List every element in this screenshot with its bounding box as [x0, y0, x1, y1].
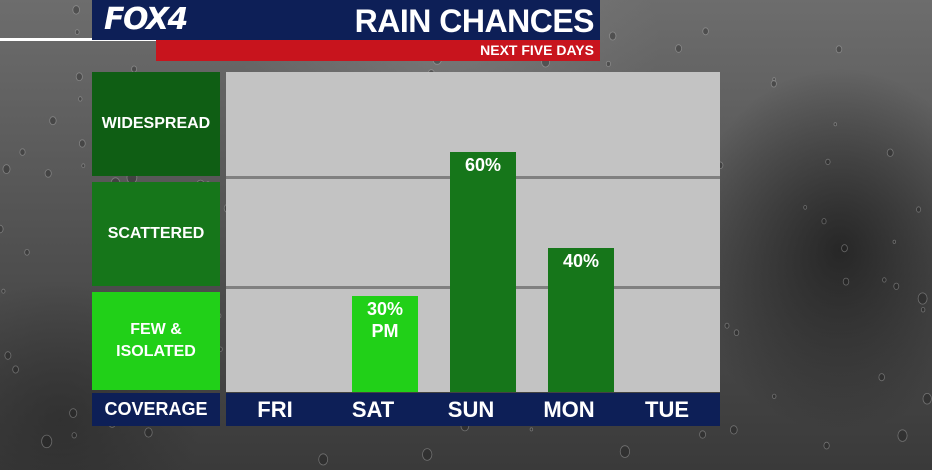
chart-plot-area: 30% PM 60% 40% [226, 72, 720, 392]
coverage-label: SCATTERED [107, 225, 205, 242]
x-tick-fri: FRI [257, 397, 293, 422]
subtitle: NEXT FIVE DAYS [480, 42, 594, 58]
coverage-footer: COVERAGE [92, 393, 220, 426]
header-accent-line [0, 38, 160, 41]
data-label-sat: 30% PM [366, 299, 404, 341]
x-tick-sun: SUN [447, 397, 495, 422]
x-axis-bar: FRI SAT SUN MON TUE [226, 393, 720, 426]
bar-sun [450, 152, 516, 392]
coverage-label: FEW & ISOLATED [116, 321, 196, 360]
bar-sat [352, 296, 418, 392]
coverage-level-few-isolated: FEW & ISOLATED [92, 292, 220, 390]
coverage-level-widespread: WIDESPREAD [92, 72, 220, 176]
station-logo: FOX4 [104, 2, 188, 37]
page-title: RAIN CHANCES [354, 3, 595, 39]
x-tick-sat: SAT [351, 397, 395, 422]
subtitle-bar: NEXT FIVE DAYS [156, 40, 600, 61]
bar-mon [548, 248, 614, 392]
x-tick-mon: MON [543, 397, 595, 422]
header-bar [92, 0, 600, 40]
coverage-label: WIDESPREAD [101, 115, 211, 132]
data-label-sun: 60% [464, 155, 502, 175]
coverage-level-scattered: SCATTERED [92, 182, 220, 286]
data-label-mon: 40% [562, 251, 600, 271]
x-tick-tue: TUE [645, 397, 689, 422]
